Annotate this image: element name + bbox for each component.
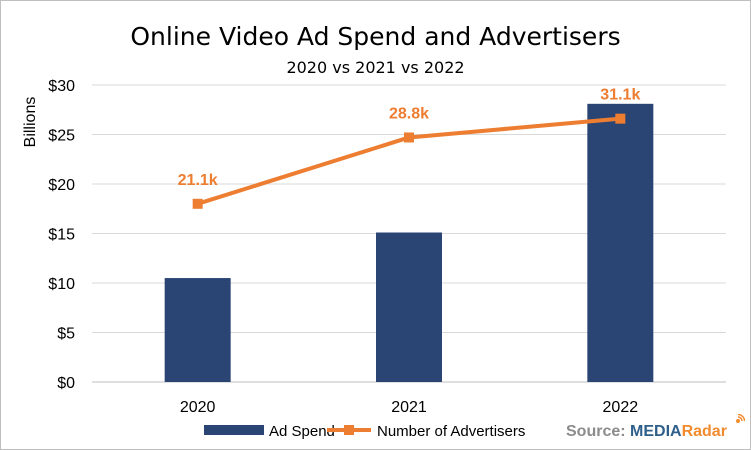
data-label: 31.1k: [600, 87, 640, 104]
y-tick-label: $30: [48, 78, 75, 95]
bar-ad-spend: [587, 103, 654, 382]
y-tick-label: $25: [48, 128, 75, 145]
line-marker: [615, 113, 626, 124]
y-tick-label: $15: [48, 227, 75, 244]
chart-title: Online Video Ad Spend and Advertisers: [130, 22, 621, 51]
y-tick-label: $10: [48, 276, 75, 293]
y-tick-label: $5: [57, 326, 75, 343]
legend-swatch-ad-spend: [204, 425, 264, 435]
source-prefix: Source:: [566, 423, 631, 440]
line-advertisers: [197, 116, 621, 206]
radar-icon: [736, 414, 746, 423]
line-marker: [404, 132, 414, 143]
y-axis-label: Billions: [22, 97, 39, 148]
legend-label-advertisers: Number of Advertisers: [377, 423, 525, 440]
x-tick-label: 2021: [391, 399, 427, 416]
data-label: 28.8k: [389, 105, 429, 122]
legend-label-ad-spend: Ad Spend: [269, 423, 335, 440]
bar-ad-spend: [164, 278, 231, 382]
bar-ad-spend: [376, 232, 442, 382]
line-marker: [192, 198, 203, 209]
source-brand-media: MEDIA: [630, 423, 682, 440]
x-tick-label: 2020: [180, 399, 216, 416]
y-tick-label: $0: [57, 375, 75, 392]
x-tick-label: 2022: [603, 399, 639, 416]
data-label: 21.1k: [178, 172, 218, 189]
source-credit: Source: MEDIARadar: [566, 414, 746, 441]
y-tick-label: $20: [48, 177, 75, 194]
legend-marker-advertisers: [344, 425, 354, 435]
chart-subtitle: 2020 vs 2021 vs 2022: [286, 58, 465, 77]
source-brand-radar: Radar: [681, 423, 727, 440]
